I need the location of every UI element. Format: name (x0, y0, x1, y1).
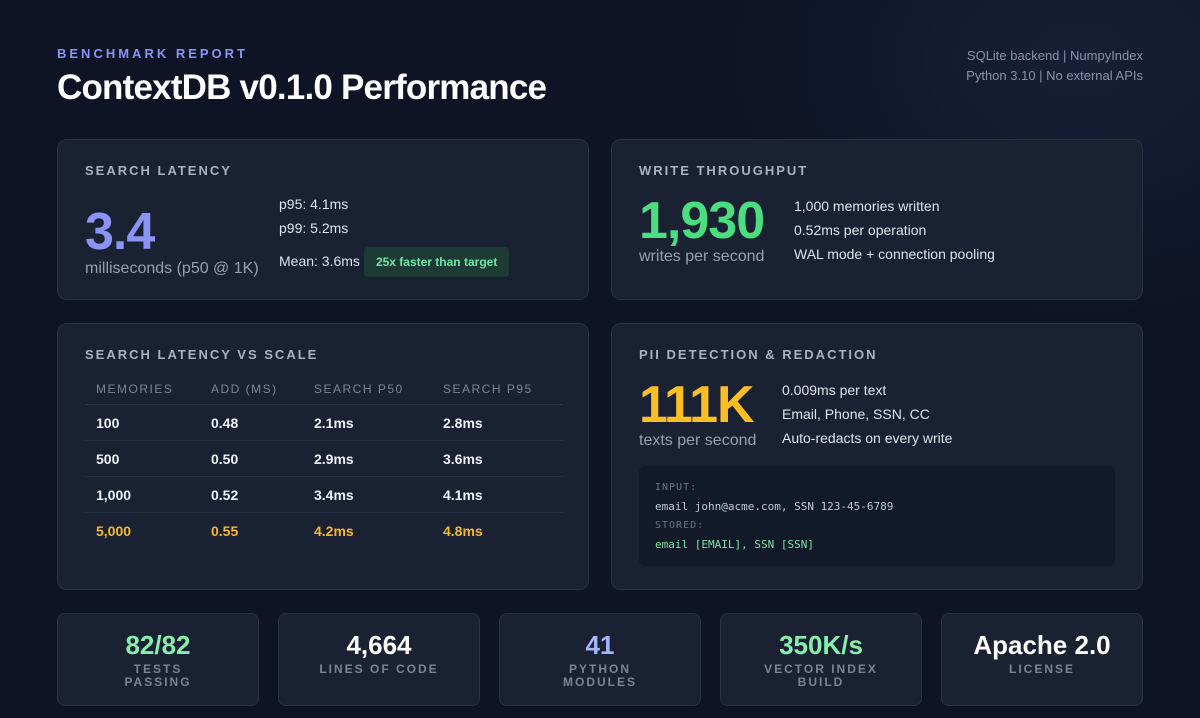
report-eyebrow: BENCHMARK REPORT (57, 46, 248, 61)
column-header: SEARCH P95 (432, 376, 563, 405)
wal-mode-note: WAL mode + connection pooling (794, 246, 995, 262)
write-throughput-card: WRITE THROUGHPUT 1,930 writes per second… (611, 139, 1143, 300)
stat-label: LINES OF CODE (319, 662, 439, 676)
table-row: 500 0.50 2.9ms 3.6ms (85, 440, 563, 477)
table-cell: 4.2ms (314, 522, 354, 539)
stat-label: TESTS PASSING (124, 662, 192, 689)
column-header: ADD (MS) (200, 376, 303, 405)
meta-backend: SQLite backend | NumpyIndex (966, 48, 1143, 63)
table-cell: 0.52 (200, 476, 303, 513)
table-cell: 2.9ms (303, 440, 432, 477)
table-cell: 0.55 (211, 522, 239, 539)
write-throughput-value: 1,930 (639, 192, 765, 250)
stat-value: 41 (585, 630, 615, 660)
stat-value: 350K/s (779, 630, 863, 660)
p95-value: p95: 4.1ms (279, 196, 349, 212)
column-header: MEMORIES (85, 376, 200, 405)
pii-throughput-unit: texts per second (639, 432, 757, 449)
search-latency-value: 3.4 (85, 203, 155, 261)
stat-card-loc: 4,664 LINES OF CODE (278, 613, 480, 706)
pii-detection-card: PII DETECTION & REDACTION 111K texts per… (611, 323, 1143, 590)
p99-value: p99: 5.2ms (279, 220, 349, 236)
table-cell: 2.1ms (303, 404, 432, 441)
stat-label: PYTHON MODULES (563, 662, 637, 689)
table-cell: 3.4ms (303, 476, 432, 513)
environment-meta: SQLite backend | NumpyIndex Python 3.10 … (966, 46, 1143, 86)
stat-value: 82/82 (125, 630, 191, 660)
search-latency-card: SEARCH LATENCY 3.4 milliseconds (p50 @ 1… (57, 139, 589, 300)
stat-card-modules: 41 PYTHON MODULES (499, 613, 701, 706)
per-text: 0.009ms per text (782, 382, 887, 398)
table-cell: 100 (85, 404, 200, 441)
table-cell: 2.8ms (432, 404, 563, 441)
table-cell: 1,000 (85, 476, 200, 513)
table-cell: 500 (85, 440, 200, 477)
input-value: email john@acme.com, SSN 123-45-6789 (655, 500, 894, 513)
scale-table: MEMORIES ADD (MS) SEARCH P50 SEARCH P95 … (85, 376, 563, 549)
table-cell: 0.48 (200, 404, 303, 441)
column-header: SEARCH P50 (303, 376, 432, 405)
stat-card-license: Apache 2.0 LICENSE (941, 613, 1143, 706)
table-cell: 5,000 (96, 522, 132, 539)
table-cell: 4.8ms (443, 522, 483, 539)
detected-types: Email, Phone, SSN, CC (782, 406, 930, 422)
table-row-highlighted: 5,000 0.55 4.2ms 4.8ms (85, 513, 563, 549)
per-operation: 0.52ms per operation (794, 222, 927, 238)
memories-written: 1,000 memories written (794, 198, 940, 214)
stat-label: LICENSE (1008, 662, 1075, 676)
stat-card-vector-index: 350K/s VECTOR INDEX BUILD (720, 613, 922, 706)
table-header-row: MEMORIES ADD (MS) SEARCH P50 SEARCH P95 (85, 376, 563, 405)
stored-value: email [EMAIL], SSN [SSN] (655, 538, 814, 551)
stat-label: VECTOR INDEX BUILD (764, 662, 878, 689)
search-latency-unit: milliseconds (p50 @ 1K) (85, 260, 259, 277)
auto-redact-note: Auto-redacts on every write (782, 430, 953, 446)
mean-row: Mean: 3.6ms 25x faster than target (279, 247, 510, 277)
meta-runtime: Python 3.10 | No external APIs (966, 68, 1143, 83)
status-badge: 25x faster than target (363, 247, 510, 277)
stat-value: 4,664 (346, 630, 412, 660)
pii-throughput-value: 111K (639, 376, 755, 434)
page-title: ContextDB v0.1.0 Performance (57, 68, 547, 107)
table-row: 1,000 0.52 3.4ms 4.1ms (85, 476, 563, 513)
card-label: SEARCH LATENCY VS SCALE (85, 347, 319, 362)
input-label: INPUT: (655, 482, 698, 493)
stat-value: Apache 2.0 (973, 630, 1111, 660)
stored-label: STORED: (655, 520, 705, 531)
card-label: SEARCH LATENCY (85, 163, 232, 178)
write-throughput-unit: writes per second (639, 248, 765, 265)
table-cell: 3.6ms (432, 440, 563, 477)
stat-card-tests: 82/82 TESTS PASSING (57, 613, 259, 706)
latency-vs-scale-card: SEARCH LATENCY VS SCALE MEMORIES ADD (MS… (57, 323, 589, 590)
card-label: PII DETECTION & REDACTION (639, 347, 878, 362)
redaction-example: INPUT: email john@acme.com, SSN 123-45-6… (639, 466, 1115, 566)
table-row: 100 0.48 2.1ms 2.8ms (85, 404, 563, 441)
table-cell: 0.50 (200, 440, 303, 477)
card-label: WRITE THROUGHPUT (639, 163, 809, 178)
mean-value: Mean: 3.6ms (279, 253, 360, 269)
table-cell: 4.1ms (432, 476, 563, 513)
